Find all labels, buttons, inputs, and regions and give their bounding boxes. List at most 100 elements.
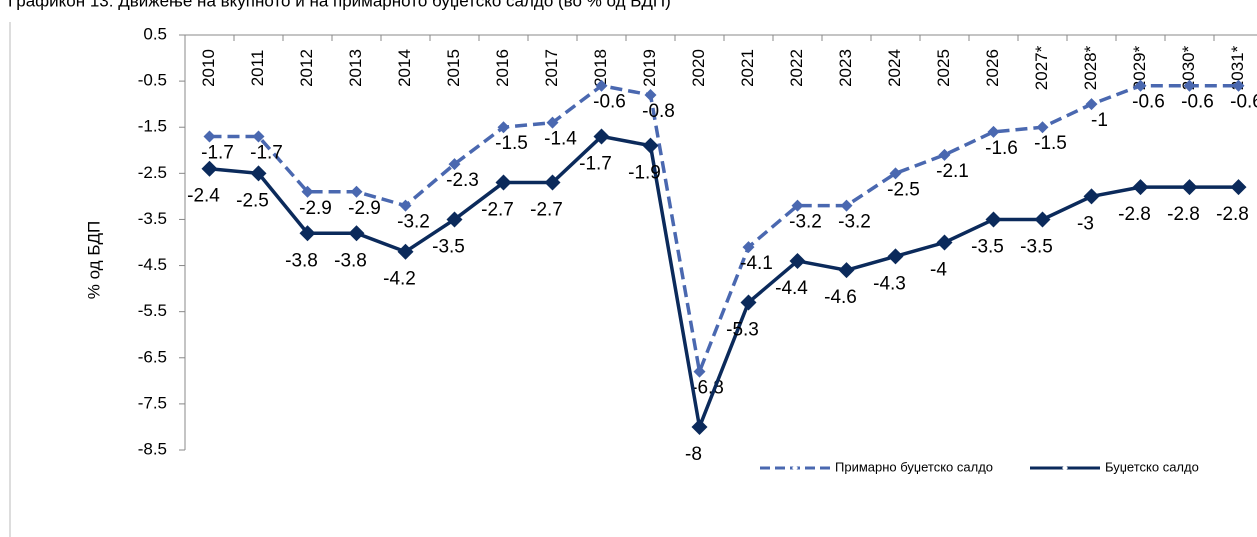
x-tick-label: 2013 [346, 49, 365, 87]
marker [840, 199, 853, 212]
x-tick-label: 2020 [689, 49, 708, 87]
marker [301, 185, 314, 198]
data-label: -4.4 [775, 278, 808, 299]
x-tick-label: 2017 [542, 49, 561, 87]
data-label: -4.6 [824, 287, 857, 308]
data-label: -3.2 [397, 212, 430, 233]
y-tick-label: -1.5 [138, 117, 167, 136]
chart-title: Графикон 13: Движење на вкупното и на пр… [8, 0, 671, 10]
x-tick-label: 2030* [1179, 45, 1198, 90]
data-label: -2.8 [1118, 204, 1151, 225]
marker [693, 365, 706, 378]
data-label: -0.6 [1181, 92, 1214, 113]
marker [495, 174, 512, 191]
x-tick-label: 2029* [1130, 45, 1149, 90]
data-label: -4.2 [383, 269, 416, 290]
data-label: -2.7 [530, 200, 563, 221]
data-label: -2.5 [887, 179, 920, 200]
series-line [209, 134, 1239, 434]
marker [348, 225, 365, 242]
marker [397, 243, 414, 260]
data-label: -2.1 [936, 161, 969, 182]
data-label: -2.9 [299, 198, 332, 219]
x-tick-label: 2028* [1081, 45, 1100, 90]
data-label: -0.8 [642, 101, 675, 122]
marker [546, 116, 559, 129]
marker [448, 158, 461, 171]
x-tick-label: 2012 [297, 49, 316, 87]
x-tick-label: 2014 [395, 49, 414, 87]
marker [1181, 179, 1198, 196]
x-tick-label: 2018 [591, 49, 610, 87]
data-label: -3.8 [334, 250, 367, 271]
x-tick-label: 2021 [738, 49, 757, 87]
data-label: -4 [930, 260, 947, 281]
y-tick-label: -7.5 [138, 393, 167, 412]
marker [1232, 79, 1245, 92]
marker [1034, 211, 1051, 228]
data-label: -2.8 [1167, 204, 1200, 225]
marker [938, 148, 951, 161]
marker [497, 121, 510, 134]
marker [252, 130, 265, 143]
x-tick-label: 2022 [787, 49, 806, 87]
data-label: -0.6 [1230, 92, 1257, 113]
y-tick-label: -0.5 [138, 71, 167, 90]
marker [1183, 79, 1196, 92]
marker [299, 225, 316, 242]
marker [350, 185, 363, 198]
x-tick-label: 2025 [934, 49, 953, 87]
marker [1134, 79, 1147, 92]
y-tick-label: 0.5 [143, 24, 167, 43]
marker [644, 88, 657, 101]
marker [1132, 179, 1149, 196]
data-label: -5.3 [726, 319, 759, 340]
data-label: -1.7 [201, 142, 234, 163]
data-label: -3.2 [789, 212, 822, 233]
data-label: -1.7 [579, 153, 612, 174]
marker [1036, 121, 1049, 134]
x-tick-label: 2016 [493, 49, 512, 87]
marker [985, 211, 1002, 228]
data-label: -2.8 [1216, 204, 1249, 225]
data-label: -1.9 [628, 163, 661, 184]
data-label: -4.1 [740, 253, 773, 274]
data-label: -1.4 [544, 129, 577, 150]
data-label: -3 [1077, 213, 1094, 234]
data-label: -1.6 [985, 138, 1018, 159]
data-label: -4.3 [873, 273, 906, 294]
marker [250, 165, 267, 182]
marker [987, 125, 1000, 138]
marker [936, 234, 953, 251]
marker [1230, 179, 1247, 196]
marker [399, 199, 412, 212]
x-tick-label: 2024 [885, 49, 904, 87]
data-label: -1 [1091, 110, 1108, 131]
x-tick-label: 2010 [199, 49, 218, 87]
y-tick-label: -4.5 [138, 255, 167, 274]
x-tick-label: 2026 [983, 49, 1002, 87]
marker [595, 79, 608, 92]
marker [789, 252, 806, 269]
x-tick-label: 2027* [1032, 45, 1051, 90]
data-label: -2.4 [187, 186, 220, 207]
data-label: -3.5 [1020, 236, 1053, 257]
marker [593, 128, 610, 145]
y-tick-label: -2.5 [138, 163, 167, 182]
data-label: -3.5 [971, 236, 1004, 257]
legend-label: Примарно буџетско салдо [835, 459, 993, 474]
legend-marker [792, 465, 798, 471]
y-tick-label: -8.5 [138, 439, 167, 458]
marker [203, 130, 216, 143]
y-tick-label: -6.5 [138, 347, 167, 366]
x-tick-label: 2019 [640, 49, 659, 87]
x-tick-label: 2011 [248, 50, 267, 87]
marker [791, 199, 804, 212]
x-tick-label: 2015 [444, 49, 463, 87]
marker [740, 294, 757, 311]
marker [446, 211, 463, 228]
marker [1085, 98, 1098, 111]
marker [201, 160, 218, 177]
y-tick-label: -3.5 [138, 209, 167, 228]
marker [838, 262, 855, 279]
